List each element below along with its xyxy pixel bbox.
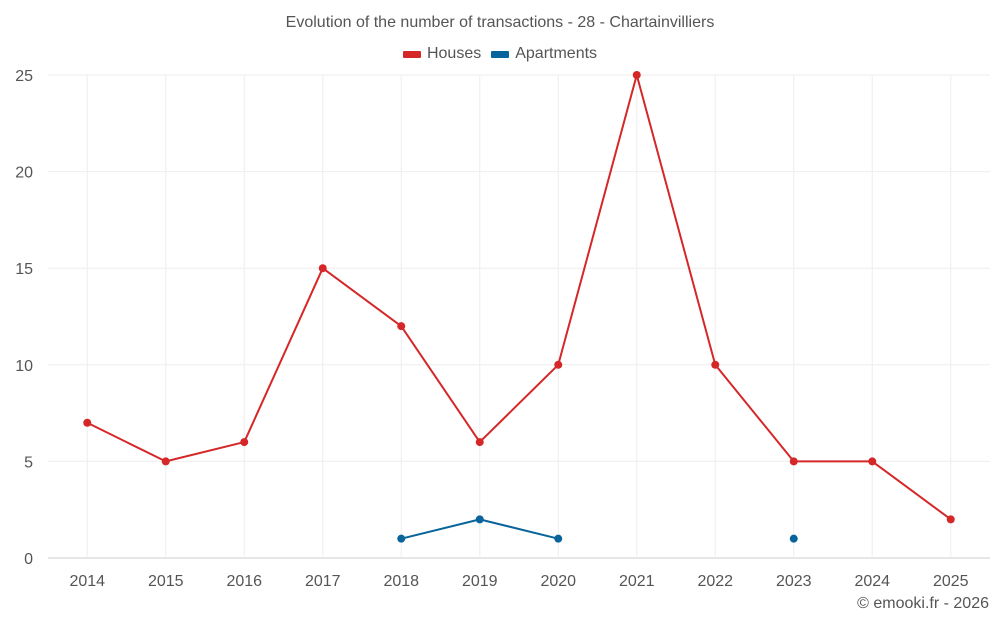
data-point-houses-2014 [83,418,92,427]
legend: Houses Apartments [0,45,1000,63]
x-tick-label: 2023 [776,573,812,590]
legend-swatch-apartments [491,50,510,58]
x-tick-label: 2016 [226,573,262,590]
y-tick-label: 0 [24,551,33,568]
data-point-houses-2023 [789,457,798,466]
x-tick-label: 2021 [619,573,655,590]
x-tick-label: 2015 [148,573,184,590]
data-point-houses-2016 [240,438,249,447]
y-tick-label: 15 [15,261,33,278]
data-point-houses-2017 [318,264,327,273]
y-tick-label: 5 [24,454,33,471]
data-point-houses-2025 [946,515,955,524]
legend-label-apartments: Apartments [515,45,598,62]
x-tick-label: 2018 [383,573,419,590]
data-point-apartments-2020 [554,534,563,543]
data-point-houses-2024 [868,457,877,466]
data-point-apartments-2018 [397,534,406,543]
data-point-houses-2022 [711,360,720,369]
x-tick-label: 2022 [697,573,733,590]
y-tick-label: 20 [15,165,33,182]
x-tick-label: 2019 [462,573,498,590]
data-point-houses-2015 [161,457,170,466]
y-tick-label: 10 [15,358,33,375]
series-line-houses [86,74,952,521]
credit-text: © emooki.fr - 2026 [857,595,989,612]
legend-item-apartments[interactable]: Apartments [491,45,597,63]
x-tick-label: 2017 [305,573,341,590]
x-tick-label: 2024 [854,573,890,590]
data-point-houses-2019 [475,438,484,447]
chart-title: Evolution of the number of transactions … [285,14,715,31]
data-point-apartments-2019 [475,515,484,524]
legend-label-houses: Houses [426,45,482,62]
data-point-houses-2018 [397,322,406,331]
legend-item-houses[interactable]: Houses [402,45,482,63]
legend-swatch-houses [402,50,421,58]
x-tick-label: 2020 [540,573,576,590]
data-point-houses-2020 [554,360,563,369]
x-tick-label: 2014 [69,573,105,590]
data-point-houses-2021 [632,71,641,79]
y-tick-label: 25 [15,68,33,85]
data-point-apartments-2023 [789,534,798,543]
x-tick-label: 2025 [933,573,969,590]
